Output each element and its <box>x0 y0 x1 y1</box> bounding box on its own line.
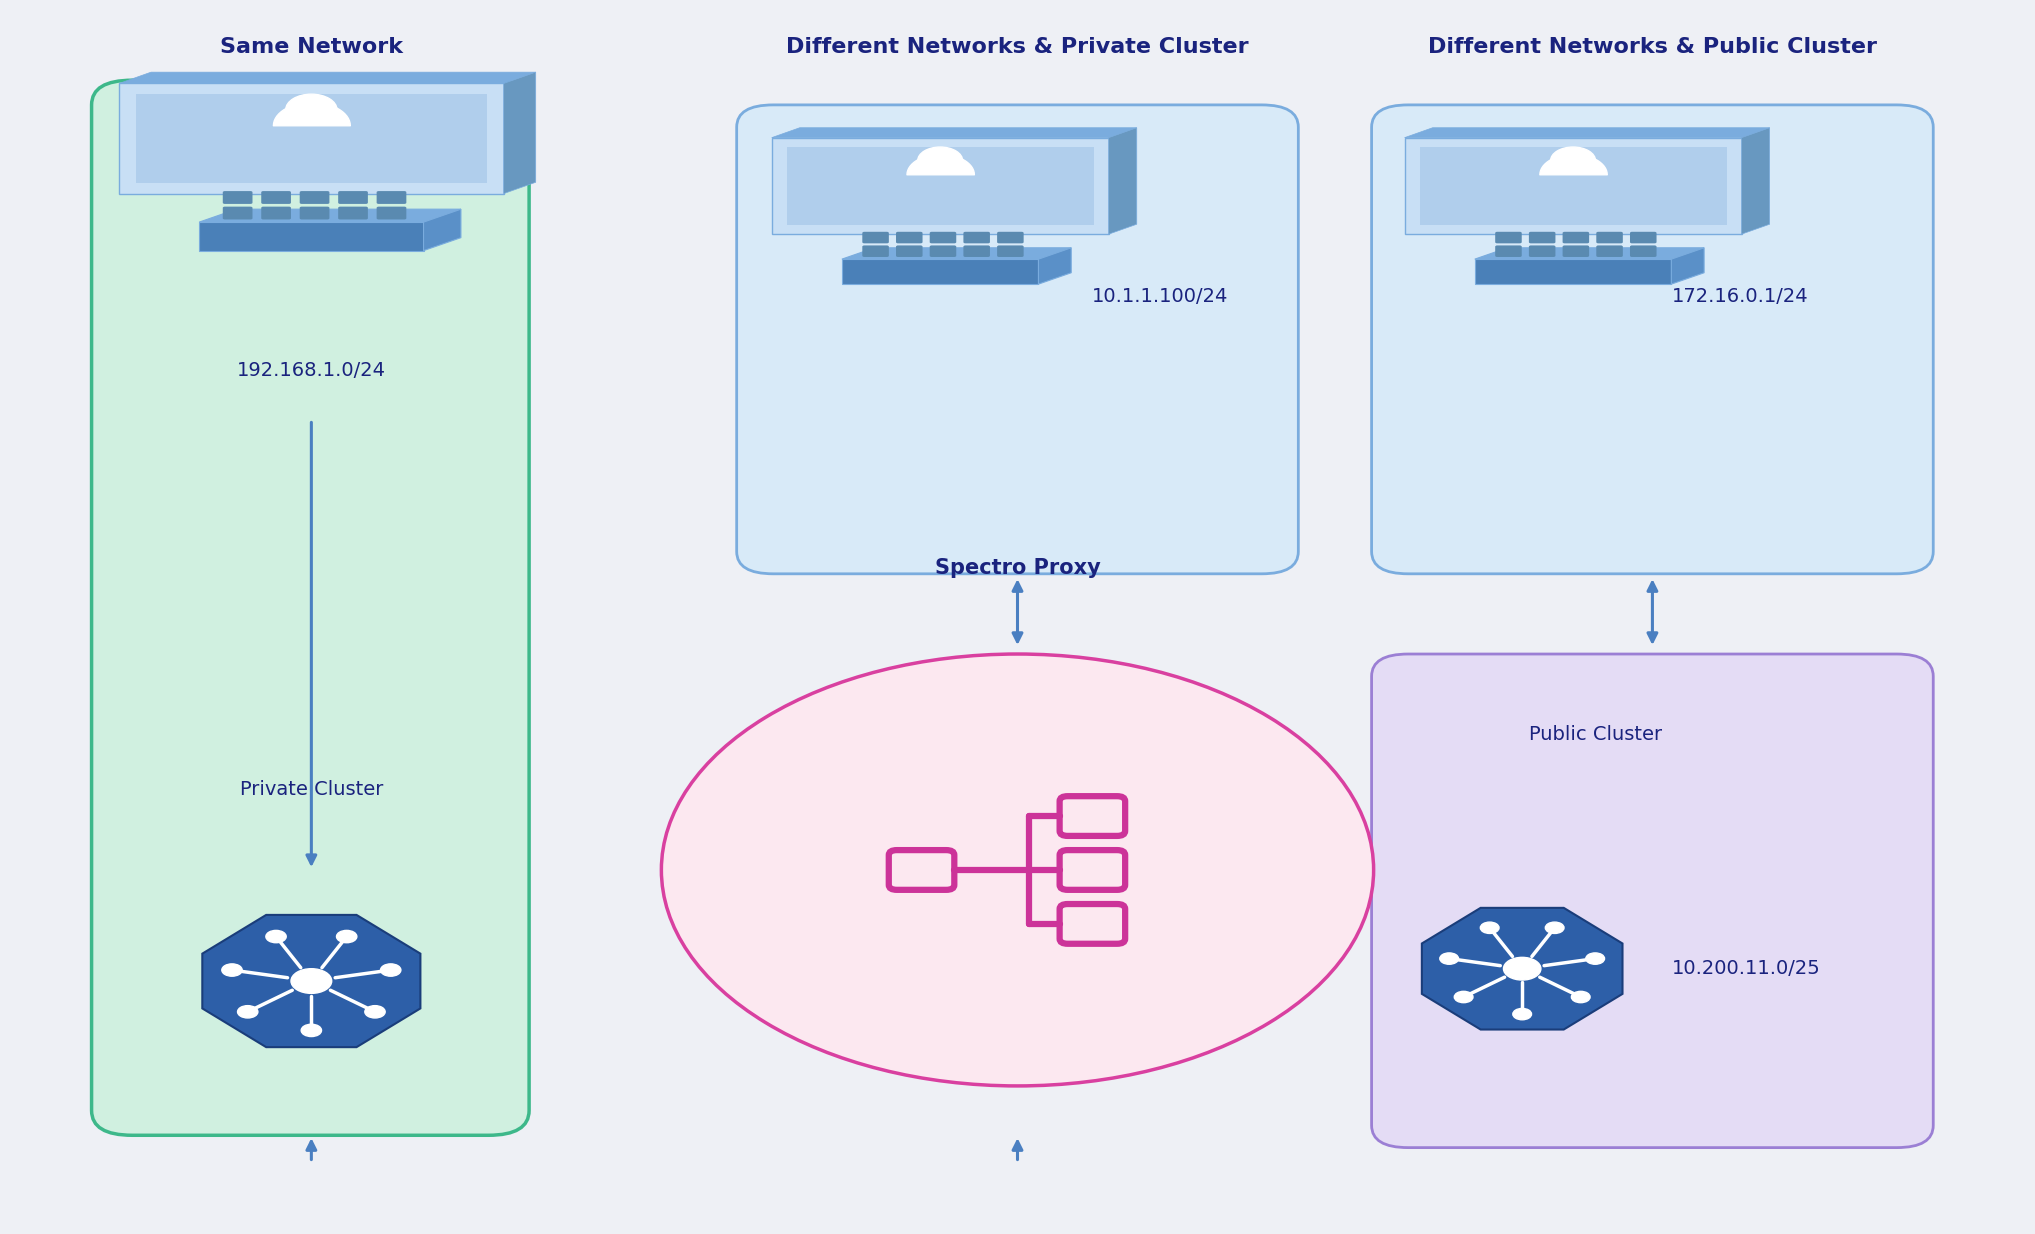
FancyBboxPatch shape <box>376 206 407 220</box>
Polygon shape <box>1475 248 1703 259</box>
Circle shape <box>1551 147 1595 174</box>
Circle shape <box>1512 1008 1532 1019</box>
Polygon shape <box>1038 248 1070 284</box>
FancyBboxPatch shape <box>863 246 889 257</box>
Text: 10.200.11.0/25: 10.200.11.0/25 <box>1671 959 1821 979</box>
FancyBboxPatch shape <box>1630 246 1656 257</box>
Circle shape <box>661 654 1374 1086</box>
Circle shape <box>1585 953 1604 964</box>
Text: 192.168.1.0/24: 192.168.1.0/24 <box>236 360 387 380</box>
Circle shape <box>238 1006 258 1018</box>
Polygon shape <box>1475 259 1671 284</box>
FancyBboxPatch shape <box>1528 246 1555 257</box>
Polygon shape <box>201 914 421 1048</box>
Polygon shape <box>199 210 460 222</box>
Polygon shape <box>199 222 423 251</box>
Polygon shape <box>788 147 1093 225</box>
FancyBboxPatch shape <box>299 191 330 204</box>
FancyBboxPatch shape <box>1595 246 1622 257</box>
FancyBboxPatch shape <box>260 206 291 220</box>
FancyBboxPatch shape <box>1528 232 1555 243</box>
Text: Different Networks & Public Cluster: Different Networks & Public Cluster <box>1429 37 1876 57</box>
FancyBboxPatch shape <box>737 105 1298 574</box>
Polygon shape <box>505 72 535 194</box>
Polygon shape <box>771 138 1109 234</box>
FancyBboxPatch shape <box>338 191 368 204</box>
FancyBboxPatch shape <box>863 232 889 243</box>
FancyBboxPatch shape <box>222 206 252 220</box>
FancyBboxPatch shape <box>997 246 1024 257</box>
Circle shape <box>1441 953 1459 964</box>
Circle shape <box>1455 991 1473 1003</box>
Polygon shape <box>136 94 486 184</box>
Polygon shape <box>1404 128 1770 138</box>
Circle shape <box>364 1006 385 1018</box>
Polygon shape <box>842 259 1038 284</box>
Circle shape <box>301 1024 322 1037</box>
FancyBboxPatch shape <box>997 232 1024 243</box>
Circle shape <box>267 930 287 943</box>
Text: Different Networks & Private Cluster: Different Networks & Private Cluster <box>786 37 1249 57</box>
Polygon shape <box>118 72 535 84</box>
Circle shape <box>1504 958 1540 980</box>
FancyBboxPatch shape <box>895 232 922 243</box>
FancyBboxPatch shape <box>1630 232 1656 243</box>
FancyBboxPatch shape <box>930 246 956 257</box>
Text: Public Cluster: Public Cluster <box>1528 724 1663 744</box>
Polygon shape <box>842 248 1070 259</box>
Circle shape <box>381 964 401 976</box>
Polygon shape <box>1742 128 1770 234</box>
FancyBboxPatch shape <box>1496 232 1522 243</box>
Text: Same Network: Same Network <box>220 37 403 57</box>
Polygon shape <box>771 128 1138 138</box>
FancyBboxPatch shape <box>338 206 368 220</box>
FancyBboxPatch shape <box>1372 105 1933 574</box>
Polygon shape <box>423 210 460 251</box>
Circle shape <box>1545 922 1565 933</box>
FancyBboxPatch shape <box>1563 232 1589 243</box>
Circle shape <box>285 94 338 126</box>
Text: Spectro Proxy: Spectro Proxy <box>934 558 1101 578</box>
Polygon shape <box>1422 908 1622 1029</box>
FancyBboxPatch shape <box>1563 246 1589 257</box>
Polygon shape <box>1671 248 1703 284</box>
Polygon shape <box>1420 147 1726 225</box>
FancyBboxPatch shape <box>1372 654 1933 1148</box>
Circle shape <box>1571 991 1589 1003</box>
Text: Private Cluster: Private Cluster <box>240 780 383 800</box>
Polygon shape <box>118 84 505 194</box>
FancyBboxPatch shape <box>1595 232 1622 243</box>
FancyBboxPatch shape <box>1496 246 1522 257</box>
FancyBboxPatch shape <box>376 191 407 204</box>
FancyBboxPatch shape <box>222 191 252 204</box>
FancyBboxPatch shape <box>299 206 330 220</box>
FancyBboxPatch shape <box>92 80 529 1135</box>
Polygon shape <box>1404 138 1742 234</box>
Circle shape <box>291 969 332 993</box>
Circle shape <box>336 930 356 943</box>
Circle shape <box>918 147 963 174</box>
FancyBboxPatch shape <box>963 232 989 243</box>
FancyBboxPatch shape <box>930 232 956 243</box>
Circle shape <box>1479 922 1500 933</box>
Circle shape <box>222 964 242 976</box>
Text: 172.16.0.1/24: 172.16.0.1/24 <box>1671 286 1809 306</box>
FancyBboxPatch shape <box>895 246 922 257</box>
FancyBboxPatch shape <box>963 246 989 257</box>
Text: 10.1.1.100/24: 10.1.1.100/24 <box>1091 286 1229 306</box>
Polygon shape <box>1109 128 1138 234</box>
FancyBboxPatch shape <box>260 191 291 204</box>
